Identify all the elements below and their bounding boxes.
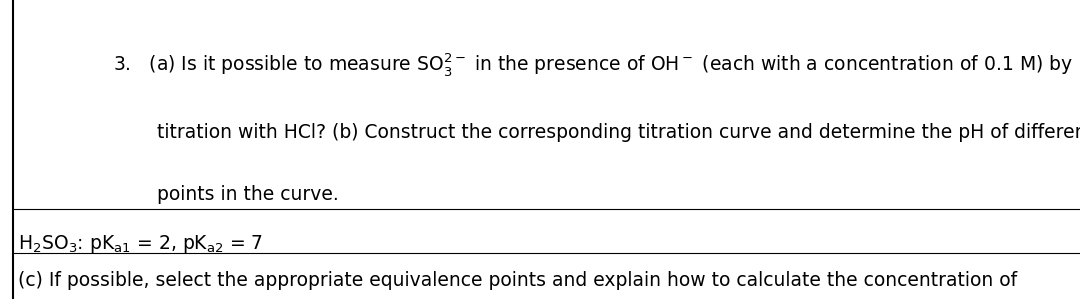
Text: (c) If possible, select the appropriate equivalence points and explain how to ca: (c) If possible, select the appropriate …: [18, 271, 1017, 290]
Text: titration with HCl? (b) Construct the corresponding titration curve and determin: titration with HCl? (b) Construct the co…: [157, 123, 1080, 142]
Text: points in the curve.: points in the curve.: [157, 185, 338, 205]
Text: 3.   (a) Is it possible to measure $\mathrm{SO_3^{2-}}$ in the presence of $\mat: 3. (a) Is it possible to measure $\mathr…: [113, 51, 1074, 78]
Text: $\mathrm{H_2SO_3}$: p$\mathrm{K_{a1}}$ = 2, p$\mathrm{K_{a2}}$ = 7: $\mathrm{H_2SO_3}$: p$\mathrm{K_{a1}}$ =…: [18, 233, 264, 255]
